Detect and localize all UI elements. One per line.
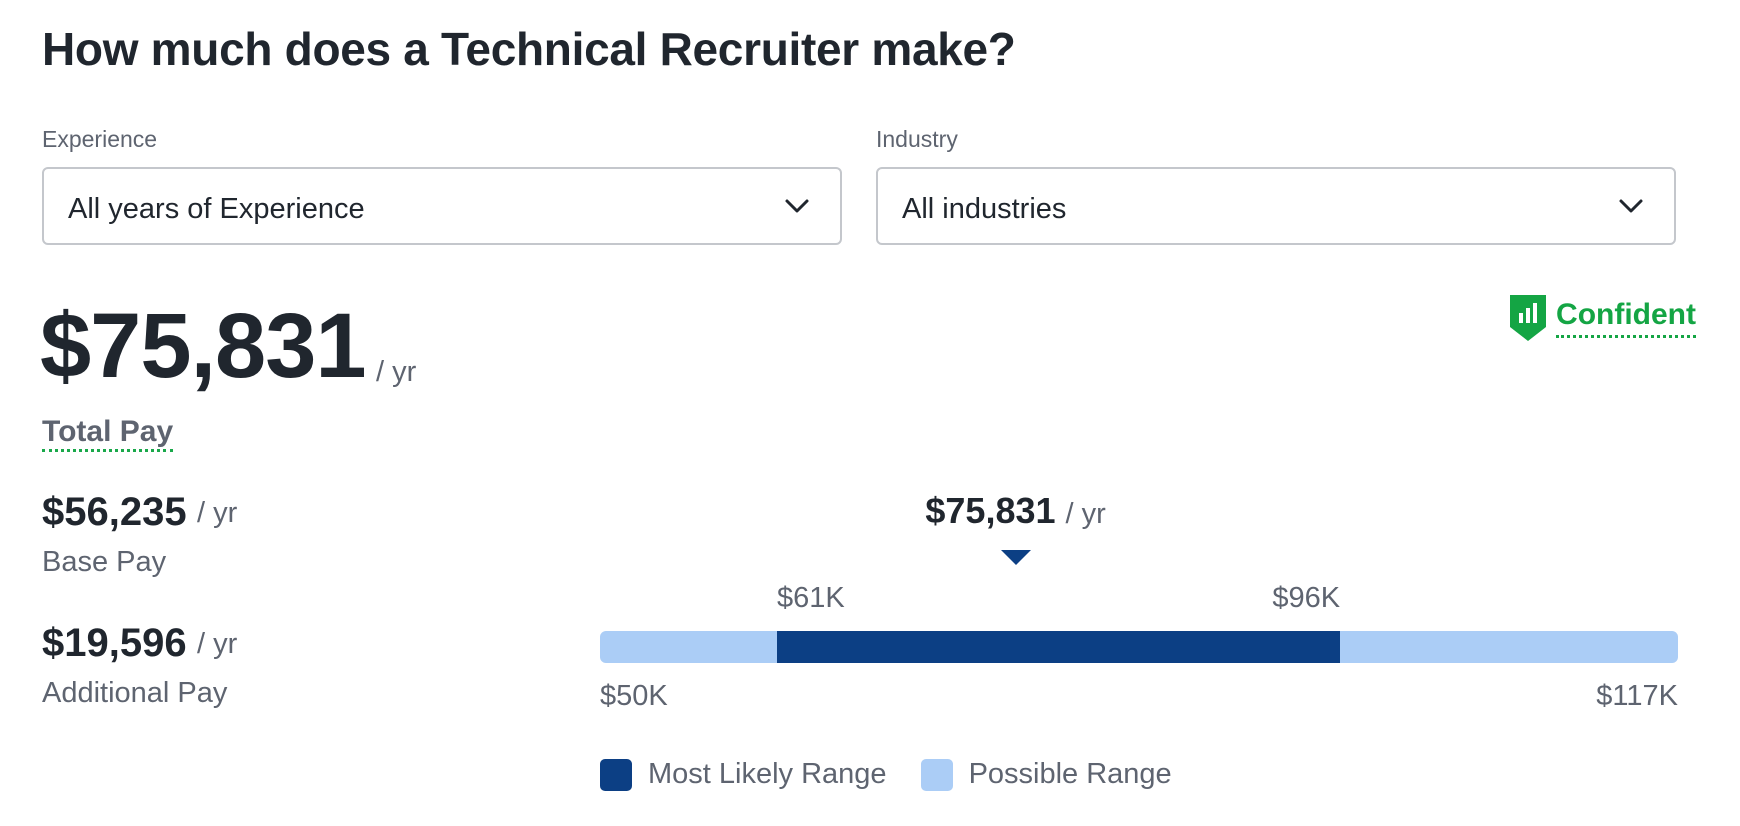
range-min-label: $50K <box>600 680 668 712</box>
legend-item-possible: Possible Range <box>920 758 1172 791</box>
experience-label: Experience <box>42 126 158 152</box>
legend-item-likely: Most Likely Range <box>600 758 887 791</box>
additional-pay-label: Additional Pay <box>42 677 228 709</box>
median-pay-label: $75,831 / yr <box>925 490 1105 532</box>
confidence-badge[interactable]: Confident <box>1508 293 1696 343</box>
median-pay-amount: $75,831 <box>925 490 1056 531</box>
legend-label-possible: Possible Range <box>968 758 1172 790</box>
total-pay-label[interactable]: Total Pay <box>42 415 174 452</box>
base-pay-unit: / yr <box>197 497 238 529</box>
pay-range-chart: $75,831 / yr $61K $96K $50K $117K <box>600 490 1678 720</box>
chevron-down-icon <box>1619 199 1643 213</box>
additional-pay-unit: / yr <box>197 628 238 660</box>
legend-swatch-likely <box>600 758 632 791</box>
range-legend: Most Likely Range Possible Range <box>600 758 1206 791</box>
base-pay-amount: $56,235 <box>42 490 187 534</box>
likely-low-label: $61K <box>776 582 845 614</box>
median-marker <box>1000 550 1031 565</box>
industry-label: Industry <box>876 126 958 152</box>
legend-swatch-possible <box>920 758 953 791</box>
experience-select-value: All years of Experience <box>68 193 365 225</box>
bar-chart-shield-icon <box>1510 295 1547 341</box>
range-max-label: $117K <box>1596 680 1678 712</box>
likely-high-label: $96K <box>1272 582 1341 614</box>
median-pay-unit: / yr <box>1065 498 1106 530</box>
chevron-down-icon <box>785 199 809 213</box>
confidence-label: Confident <box>1556 298 1696 338</box>
experience-select[interactable]: All years of Experience <box>42 167 842 245</box>
base-pay-label: Base Pay <box>42 546 167 578</box>
total-pay-amount: $75,831 <box>40 295 367 397</box>
total-pay-unit: / yr <box>376 356 417 388</box>
page-title: How much does a Technical Recruiter make… <box>42 23 1016 75</box>
industry-select[interactable]: All industries <box>876 167 1676 245</box>
most-likely-range-bar <box>776 631 1341 663</box>
additional-pay-amount: $19,596 <box>42 621 187 665</box>
industry-select-value: All industries <box>902 193 1067 225</box>
legend-label-likely: Most Likely Range <box>648 758 887 790</box>
